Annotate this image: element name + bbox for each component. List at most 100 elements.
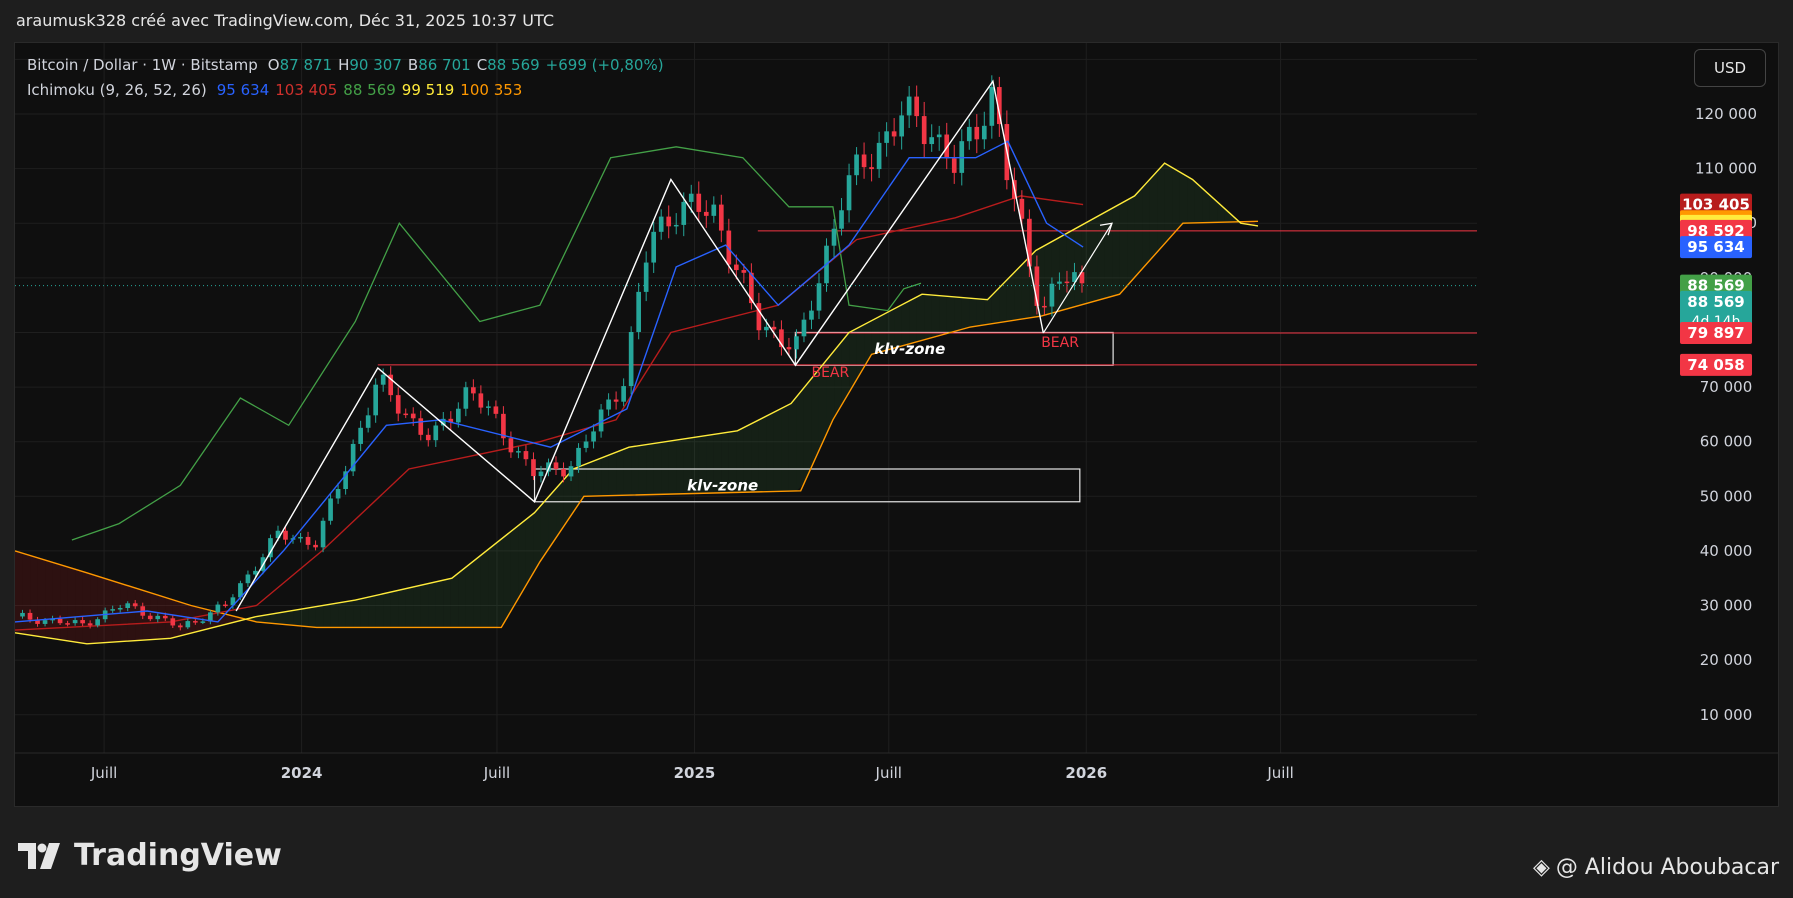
ichimoku-cloud-segment: [901, 300, 910, 346]
y-tick-label: 110 000: [1695, 160, 1757, 178]
low-label: B: [407, 56, 419, 74]
x-tick-label: Juill: [483, 764, 510, 782]
candle-body: [455, 408, 461, 423]
candle-body: [658, 216, 664, 232]
y-tick-label: 50 000: [1700, 487, 1753, 505]
candle-body: [1027, 218, 1032, 267]
candle-body: [87, 623, 93, 626]
ichimoku-cloud-segment: [255, 615, 263, 623]
y-tick-label: 70 000: [1700, 378, 1753, 396]
ichimoku-cloud-segment: [1119, 200, 1128, 295]
ichimoku-cloud-segment: [578, 463, 587, 505]
projection-arrow-line: [1042, 222, 1113, 334]
candle-body: [981, 125, 987, 140]
brand-name: TradingView: [74, 838, 282, 873]
ichimoku-cloud-segment: [728, 430, 737, 493]
candle-body: [388, 374, 394, 396]
candle-body: [275, 530, 281, 539]
ichimoku-cloud-segment: [405, 586, 414, 628]
candle-body: [1072, 272, 1077, 282]
candle-body: [974, 126, 980, 140]
low-value: 86 701: [418, 56, 471, 74]
candle-body: [478, 393, 484, 408]
price-axis-label: 98 592: [1687, 222, 1744, 240]
ichimoku-cloud-segment: [894, 304, 902, 349]
candle-body: [516, 451, 521, 453]
ichimoku-cloud-segment: [112, 580, 121, 643]
price-axis-label-bg: [1680, 236, 1752, 259]
ichimoku-cloud-segment: [488, 543, 496, 628]
candle-body: [951, 158, 957, 173]
candle-body: [794, 336, 799, 350]
candle-body: [734, 264, 739, 271]
tradingview-logo[interactable]: TradingView: [18, 838, 282, 873]
ichimoku-cloud-segment: [1172, 167, 1180, 236]
ichimoku-cloud-segment: [556, 479, 564, 538]
ichimoku-cloud-segment: [75, 569, 83, 644]
candle-body: [1034, 266, 1040, 306]
ichimoku-cloud-segment: [338, 601, 346, 628]
price-axis-label: 103 405: [1682, 196, 1750, 214]
ichimoku-kijun-value: 103 405: [275, 81, 338, 99]
price-axis-label: 88 569: [1687, 293, 1744, 311]
candle-body: [636, 291, 641, 332]
candle-body: [681, 201, 687, 225]
ichimoku-cloud-segment: [961, 297, 970, 330]
author-credit: ◈ @ Alidou Aboubacar: [1533, 855, 1779, 880]
candle-body: [749, 272, 754, 304]
ichimoku-cloud-segment: [766, 412, 774, 492]
ichimoku-cloud-segment: [803, 378, 812, 484]
ichimoku-cloud-segment: [30, 555, 38, 637]
candle-body: [816, 283, 822, 311]
ichimoku-cloud-segment: [571, 466, 579, 516]
ichimoku-cloud-segment: [969, 298, 977, 328]
ichimoku-cloud-segment: [165, 597, 173, 639]
candle-body: [553, 462, 559, 469]
ichimoku-cloud-segment: [1006, 272, 1015, 322]
ichimoku-cloud-segment: [428, 581, 436, 628]
ichimoku-cloud-segment: [360, 597, 369, 628]
currency-button[interactable]: USD: [1694, 49, 1766, 87]
ichimoku-cloud-segment: [954, 296, 962, 332]
ichimoku-cloud-segment: [82, 571, 91, 644]
ichimoku-cloud-segment: [668, 440, 677, 495]
ichimoku-cloud-segment: [383, 592, 391, 628]
candle-body: [471, 387, 476, 394]
candle-body: [425, 434, 431, 441]
symbol-name[interactable]: Bitcoin / Dollar · 1W · Bitstamp: [27, 56, 258, 74]
close-label: C: [476, 56, 488, 74]
ichimoku-tenkan-value: 95 634: [216, 81, 270, 99]
ichimoku-cloud-segment: [37, 557, 46, 638]
price-axis-label-bg: [1680, 290, 1752, 331]
candle-body: [486, 406, 491, 408]
x-tick-label: Juill: [1266, 764, 1293, 782]
ichimoku-cloud-segment: [443, 578, 451, 628]
candle-body: [711, 204, 717, 216]
chart-panel[interactable]: klv-zone klv-zone BEAR BEAR 10 000 20 000 30 0…: [14, 42, 1779, 807]
candle-body: [508, 438, 514, 453]
ichimoku-cloud-segment: [518, 519, 526, 599]
ichimoku-cloud-segment: [849, 328, 857, 393]
x-tick-label: Juill: [875, 764, 902, 782]
ichimoku-cloud-segment: [856, 324, 865, 380]
ichimoku-spanA-value: 99 519: [401, 81, 455, 99]
y-tick-label: 60 000: [1700, 433, 1753, 451]
chart-svg[interactable]: klv-zone klv-zone BEAR BEAR 10 000 20 000 30 0…: [15, 43, 1778, 806]
ichimoku-span-b-line: [15, 220, 1259, 629]
candle-body: [448, 418, 454, 423]
candle-body: [854, 154, 859, 176]
candle-body: [410, 413, 416, 419]
candle-body: [328, 498, 333, 521]
ichimoku-cloud-segment: [90, 573, 98, 644]
candle-body: [298, 536, 303, 539]
candle-body: [531, 459, 536, 477]
ichimoku-name[interactable]: Ichimoku (9, 26, 52, 26): [27, 81, 207, 99]
ichimoku-cloud-segment: [150, 592, 158, 640]
ichimoku-cloud-segment: [683, 437, 692, 494]
bear-annotation: BEAR: [1041, 335, 1079, 351]
ichimoku-cloud-segment: [608, 452, 617, 496]
candle-body: [20, 612, 25, 617]
ichimoku-cloud-segment: [931, 295, 940, 338]
ichimoku-cloud-segment: [435, 580, 444, 628]
ichimoku-cloud-segment: [1134, 187, 1143, 278]
